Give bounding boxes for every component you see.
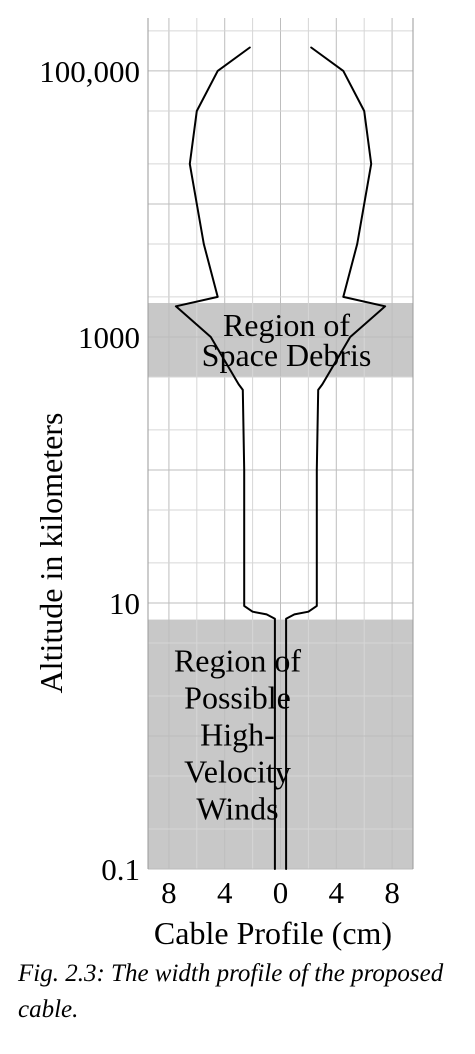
region-label-line: High-: [200, 716, 275, 752]
y-tick-label: 1000: [78, 320, 140, 355]
cable-outline-right: [285, 46, 387, 870]
x-tick-label: 8: [161, 875, 177, 910]
grid-layer: [147, 18, 414, 870]
x-tick-label: 4: [329, 875, 345, 910]
x-tick-label: 4: [217, 875, 233, 910]
y-tick-label: 10: [109, 586, 140, 621]
region-label-line: Possible: [184, 679, 291, 715]
region-label-line: Winds: [196, 790, 278, 826]
y-tick-label: 0.1: [101, 852, 140, 887]
figure-caption: Fig. 2.3: The width profile of the propo…: [18, 960, 444, 1023]
cable-outline-left: [174, 46, 276, 870]
region-label-line: Region of: [174, 642, 301, 678]
x-tick-label: 0: [273, 875, 289, 910]
region-label-line: Space Debris: [202, 337, 372, 373]
region-label-line: Velocity: [184, 753, 291, 789]
x-axis-label: Cable Profile (cm): [154, 915, 392, 951]
region-label-line: Region of: [223, 307, 350, 343]
y-axis-label: Altitude in kilometers: [33, 413, 69, 694]
x-tick-label: 8: [384, 875, 400, 910]
y-tick-label: 100,000: [39, 54, 140, 89]
curve-layer: [174, 46, 387, 870]
ticks-layer: 0.1 10 1000 100,000 8 4 0 4 8: [39, 54, 400, 910]
